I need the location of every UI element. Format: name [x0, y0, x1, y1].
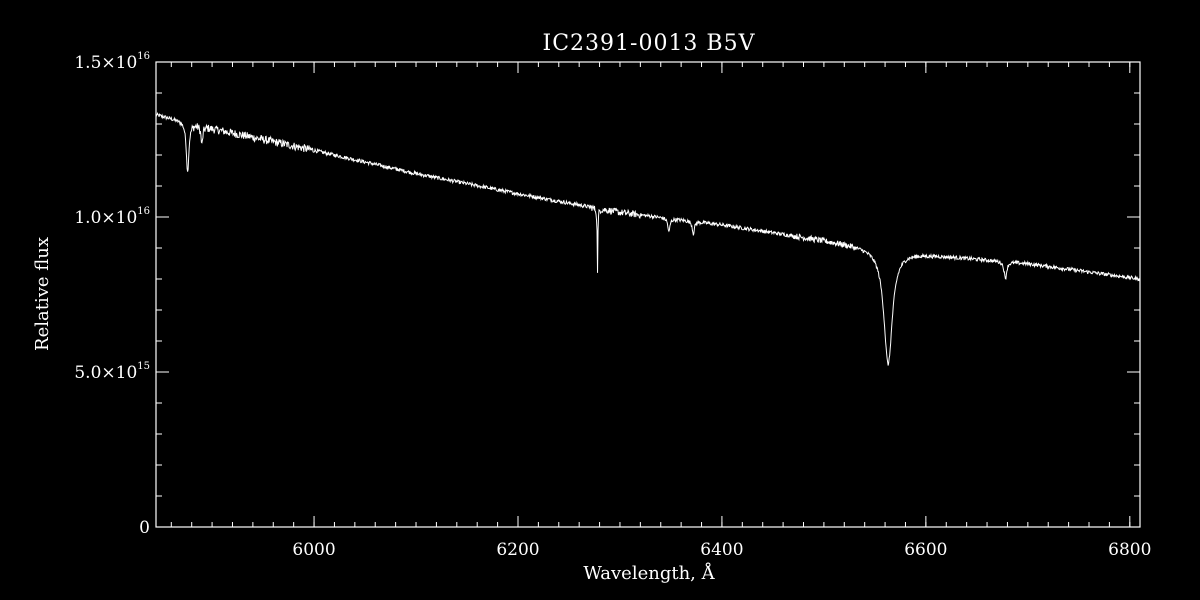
x-tick-label: 6000 — [292, 540, 335, 560]
x-tick-label: 6400 — [700, 540, 743, 560]
y-tick-label: 1.0×1016 — [74, 206, 150, 228]
y-tick-label: 5.0×1015 — [74, 361, 150, 383]
y-tick-labels: 0 5.0×1015 1.0×1016 1.5×1016 — [74, 51, 150, 538]
y-axis-label: Relative flux — [32, 237, 53, 351]
x-tick-label: 6800 — [1108, 540, 1151, 560]
x-tick-label: 6200 — [496, 540, 539, 560]
x-axis-label: Wavelength, Å — [583, 562, 715, 584]
axis-ticks — [156, 61, 1140, 528]
plot-frame — [155, 61, 1141, 528]
spectrum-line — [155, 112, 1141, 366]
x-tick-label: 6600 — [904, 540, 947, 560]
y-tick-label: 0 — [139, 518, 150, 538]
x-tick-labels: 6000 6200 6400 6600 6800 — [292, 540, 1151, 560]
chart-title: IC2391-0013 B5V — [543, 31, 756, 56]
y-tick-label: 1.5×1016 — [74, 51, 150, 73]
